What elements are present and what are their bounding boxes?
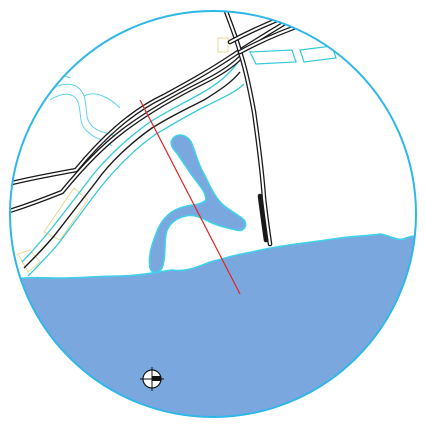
inlet	[148, 134, 247, 274]
sea	[10, 233, 416, 417]
canal	[21, 61, 245, 277]
crosshair-icon[interactable]	[140, 367, 164, 391]
parcel-outlines	[17, 37, 229, 273]
section-line	[139, 99, 241, 295]
lens-border	[9, 10, 417, 418]
basins	[249, 45, 337, 65]
